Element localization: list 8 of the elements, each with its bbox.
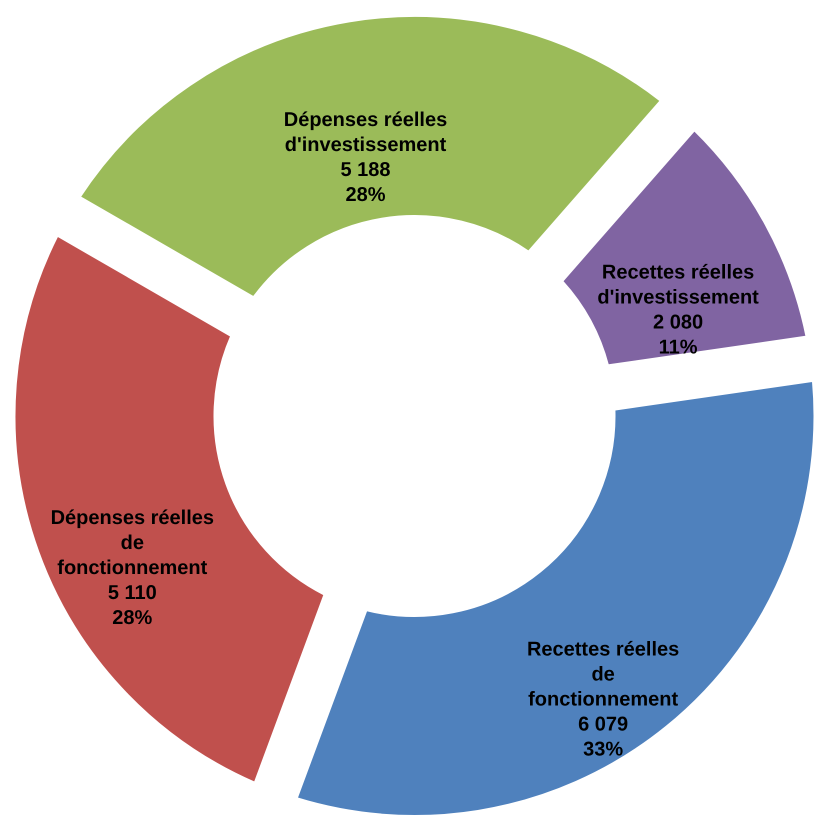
slice-label: Dépenses réelles de fonctionnement [50, 506, 214, 579]
slice-label: Recettes réelles de fonctionnement [526, 638, 680, 710]
slice-label: Dépenses réelles d'investissement [284, 109, 448, 156]
data-label: 2 080 11% [653, 312, 704, 359]
data-label: 6 079 33% [578, 713, 628, 760]
data-label: 5 188 28% [340, 159, 391, 206]
slice-label: Recettes réelles d'investissement [597, 262, 760, 309]
data-label: 5 110 28% [108, 582, 157, 629]
